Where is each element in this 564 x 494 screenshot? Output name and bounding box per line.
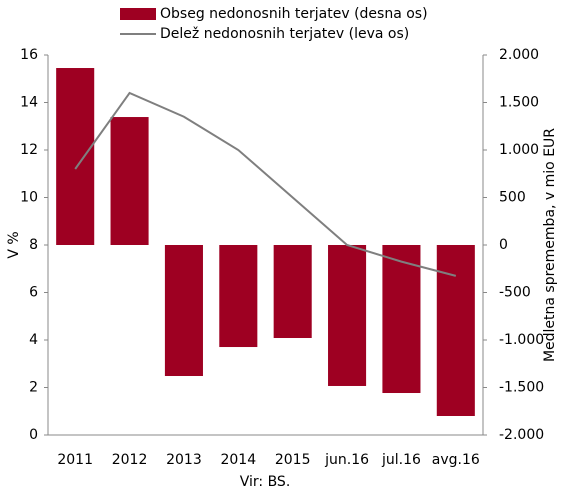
x-tick-label: jun.16 — [324, 452, 369, 468]
bar — [328, 245, 367, 386]
y2-tick-label: -1.500 — [499, 380, 544, 396]
y2-axis-title: Medletna sprememba, v mio EUR — [542, 128, 558, 362]
x-tick-label: avg.16 — [432, 452, 480, 468]
bar — [436, 245, 475, 416]
y2-tick-label: 0 — [499, 237, 508, 253]
x-tick-label: jul.16 — [381, 452, 421, 468]
bar — [219, 245, 258, 348]
bar — [110, 117, 149, 245]
y-tick-label: 0 — [29, 427, 38, 443]
legend-label: Delež nedonosnih terjatev (leva os) — [160, 26, 409, 42]
legend-swatch — [120, 8, 156, 20]
y2-tick-label: 1.000 — [499, 142, 539, 158]
y2-tick-label: 500 — [499, 190, 526, 206]
line — [74, 91, 457, 277]
legend-label: Obseg nedonosnih terjatev (desna os) — [160, 6, 428, 22]
y-tick-label: 12 — [20, 142, 38, 158]
y-tick-label: 6 — [29, 285, 38, 301]
bar — [56, 68, 95, 245]
y-tick-label: 16 — [20, 47, 38, 63]
y-tick-label: 8 — [29, 237, 38, 253]
x-tick-label: 2015 — [275, 452, 311, 468]
bar — [273, 245, 312, 339]
y-axis-title: V % — [6, 231, 22, 258]
y2-tick-label: 2.000 — [499, 47, 539, 63]
y2-tick-label: 1.500 — [499, 95, 539, 111]
x-tick-label: 2011 — [57, 452, 93, 468]
x-tick-label: 2014 — [220, 452, 256, 468]
bar — [164, 245, 203, 377]
x-tick-label: 2012 — [112, 452, 148, 468]
y-tick-label: 4 — [29, 332, 38, 348]
source-note: Vir: BS. — [240, 474, 291, 490]
y-tick-label: 14 — [20, 95, 38, 111]
y2-tick-label: -2.000 — [499, 427, 544, 443]
y-tick-label: 2 — [29, 380, 38, 396]
y2-tick-label: -500 — [499, 285, 531, 301]
y-tick-label: 10 — [20, 190, 38, 206]
y2-tick-label: -1.000 — [499, 332, 544, 348]
x-tick-label: 2013 — [166, 452, 202, 468]
bar — [382, 245, 421, 394]
